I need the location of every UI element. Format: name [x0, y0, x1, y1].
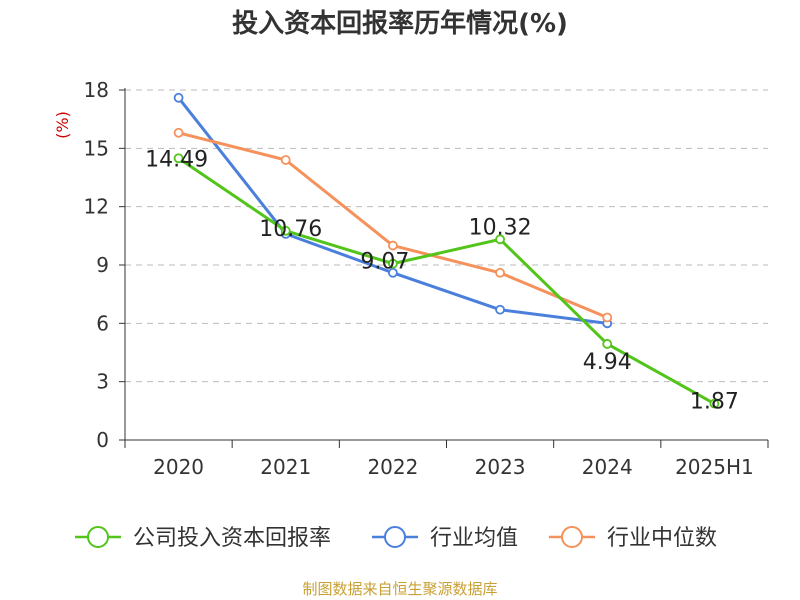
- source-note: 制图数据来自恒生聚源数据库: [302, 580, 498, 598]
- y-tick-label: 12: [84, 195, 109, 219]
- data-point: [602, 312, 613, 323]
- data-label: 9.07: [360, 250, 409, 275]
- data-point: [495, 234, 505, 245]
- data-point: [709, 398, 720, 409]
- data-point: [280, 225, 291, 236]
- legend-item: 行业中位数: [549, 526, 717, 551]
- y-tick-label: 3: [96, 370, 109, 394]
- series-line: [177, 157, 716, 405]
- data-point: [280, 155, 291, 165]
- data-label: 10.76: [259, 217, 322, 242]
- y-tick-label: 6: [96, 311, 109, 335]
- y-tick-label: 18: [84, 78, 109, 102]
- data-label: 10.32: [469, 215, 532, 240]
- data-point: [173, 92, 184, 103]
- legend-label: 公司投入资本回报率: [133, 526, 331, 551]
- data-point: [495, 267, 505, 278]
- data-label: 4.94: [583, 350, 632, 375]
- legend-label: 行业均值: [430, 526, 518, 551]
- data-point: [388, 267, 398, 278]
- chart-title: 投入资本回报率历年情况(%): [232, 9, 568, 39]
- legend-item: 公司投入资本回报率: [75, 526, 331, 551]
- series-line: [178, 131, 608, 319]
- x-tick-label: 2020: [153, 455, 204, 479]
- legend-swatch-marker: [87, 526, 109, 548]
- y-tick-label: 15: [84, 136, 109, 160]
- data-point: [173, 127, 184, 138]
- legend-swatch-marker: [561, 526, 583, 548]
- data-point: [602, 339, 613, 349]
- x-tick-label: 2024: [582, 455, 633, 479]
- x-tick-label: 2022: [367, 455, 418, 479]
- y-axis-label: (%): [53, 111, 72, 139]
- data-label: 1.87: [690, 390, 739, 415]
- data-label: 14.49: [145, 147, 208, 172]
- data-point: [173, 153, 184, 164]
- x-tick-label: 2025H1: [675, 455, 754, 479]
- data-point: [388, 258, 398, 269]
- legend-item: 行业均值: [372, 526, 518, 551]
- data-point: [388, 240, 398, 251]
- x-tick-label: 2021: [260, 455, 311, 479]
- legend-label: 行业中位数: [607, 526, 717, 551]
- x-tick-label: 2023: [475, 455, 526, 479]
- y-tick-label: 0: [96, 428, 109, 452]
- data-point: [495, 304, 505, 315]
- legend-swatch-marker: [384, 526, 406, 548]
- y-tick-label: 9: [96, 253, 109, 277]
